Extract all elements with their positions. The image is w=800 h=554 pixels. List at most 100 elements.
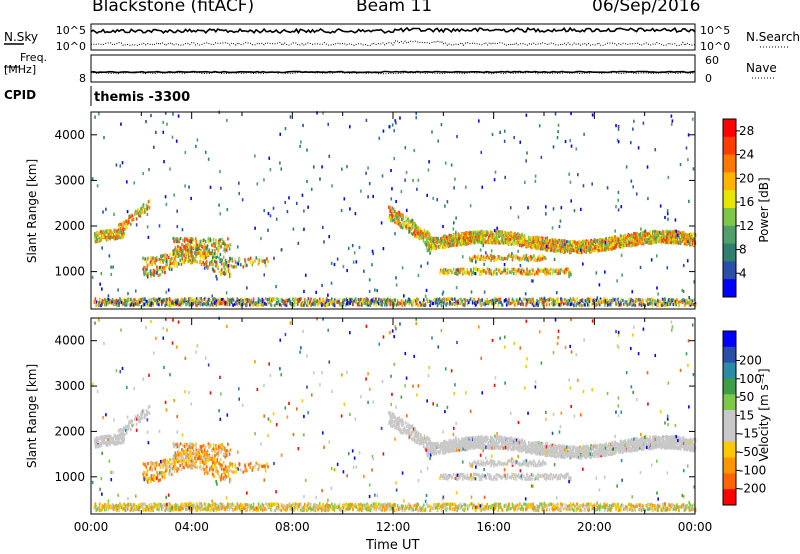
- power-echo: [442, 224, 444, 229]
- power-echo: [238, 181, 240, 185]
- power-echo: [497, 239, 500, 244]
- power-echo: [217, 249, 219, 253]
- power-echo: [473, 267, 476, 271]
- power-echo: [519, 297, 521, 301]
- power-echo: [98, 231, 101, 236]
- power-echo: [533, 303, 535, 308]
- power-echo: [195, 240, 198, 244]
- power-echo: [294, 297, 297, 301]
- power-echo: [493, 255, 496, 260]
- power-echo: [277, 300, 280, 304]
- power-echo: [172, 249, 175, 253]
- power-echo: [657, 233, 660, 238]
- power-echo: [459, 267, 462, 271]
- power-echo: [476, 230, 479, 234]
- power-echo: [453, 234, 455, 238]
- power-echo: [188, 301, 191, 305]
- power-echo: [485, 270, 488, 275]
- power-echo: [188, 185, 190, 189]
- power-echo: [174, 250, 177, 255]
- power-echo: [263, 273, 266, 277]
- power-echo: [468, 298, 471, 303]
- power-echo: [688, 301, 690, 305]
- power-echo: [690, 302, 693, 307]
- power-echo: [459, 300, 461, 304]
- power-echo: [671, 119, 674, 123]
- power-echo: [142, 300, 144, 304]
- nave-tick: 0: [705, 72, 712, 85]
- power-echo: [326, 297, 328, 301]
- power-echo: [540, 269, 542, 273]
- power-echo: [207, 157, 210, 161]
- nsky-label: N.Sky: [4, 30, 39, 44]
- power-echo: [433, 245, 436, 249]
- power-echo: [185, 249, 188, 253]
- power-echo: [554, 269, 557, 273]
- power-echo: [663, 303, 666, 307]
- power-echo: [125, 225, 128, 230]
- power-echo: [212, 303, 215, 307]
- freq-panel: [90, 54, 696, 83]
- power-echo: [378, 136, 381, 140]
- power-echo: [164, 268, 166, 273]
- power-echo: [95, 300, 98, 304]
- freq-tick: 8: [79, 72, 86, 85]
- power-echo: [229, 243, 232, 247]
- power-echo: [535, 259, 537, 263]
- power-echo: [568, 299, 571, 303]
- power-echo: [642, 242, 644, 246]
- power-echo: [582, 239, 584, 243]
- power-echo: [327, 298, 330, 303]
- power-echo: [142, 267, 145, 271]
- power-echo: [416, 235, 419, 239]
- power-echo: [154, 298, 156, 303]
- power-echo: [232, 265, 235, 269]
- power-echo: [203, 297, 206, 301]
- power-echo: [284, 303, 287, 307]
- power-echo: [523, 234, 526, 238]
- power-echo: [324, 299, 327, 303]
- power-echo: [273, 256, 275, 260]
- power-echo: [670, 300, 673, 304]
- power-echo: [624, 236, 626, 240]
- power-echo: [130, 213, 133, 217]
- power-echo: [560, 247, 563, 251]
- power-echo: [462, 239, 464, 243]
- power-echo: [574, 242, 577, 246]
- power-echo: [671, 234, 674, 238]
- power-echo: [545, 298, 547, 303]
- power-echo: [508, 253, 511, 257]
- power-echo: [670, 241, 673, 245]
- power-echo: [420, 230, 422, 234]
- power-echo: [273, 303, 276, 307]
- power-echo: [513, 135, 515, 140]
- power-echo: [150, 259, 153, 263]
- power-echo: [498, 241, 501, 245]
- power-echo: [225, 269, 227, 274]
- power-echo: [620, 205, 623, 209]
- power-echo: [214, 264, 217, 268]
- power-echo: [423, 231, 426, 235]
- power-echo: [461, 242, 464, 246]
- power-echo: [587, 239, 589, 244]
- power-echo: [207, 237, 210, 241]
- power-echo: [657, 292, 659, 296]
- power-echo: [677, 300, 680, 304]
- power-echo: [230, 300, 233, 305]
- power-echo: [163, 255, 166, 259]
- power-echo: [692, 167, 695, 171]
- power-echo: [690, 301, 692, 305]
- power-echo: [472, 298, 475, 303]
- power-echo: [153, 300, 155, 304]
- power-echo: [134, 289, 137, 293]
- power-echo: [632, 127, 634, 131]
- power-echo: [207, 302, 209, 306]
- power-echo: [590, 239, 592, 243]
- power-echo: [277, 298, 280, 302]
- power-echo: [485, 255, 488, 260]
- power-echo: [169, 261, 172, 266]
- power-echo: [530, 241, 533, 245]
- power-echo: [190, 246, 193, 250]
- power-echo: [259, 298, 261, 302]
- power-echo: [528, 272, 531, 276]
